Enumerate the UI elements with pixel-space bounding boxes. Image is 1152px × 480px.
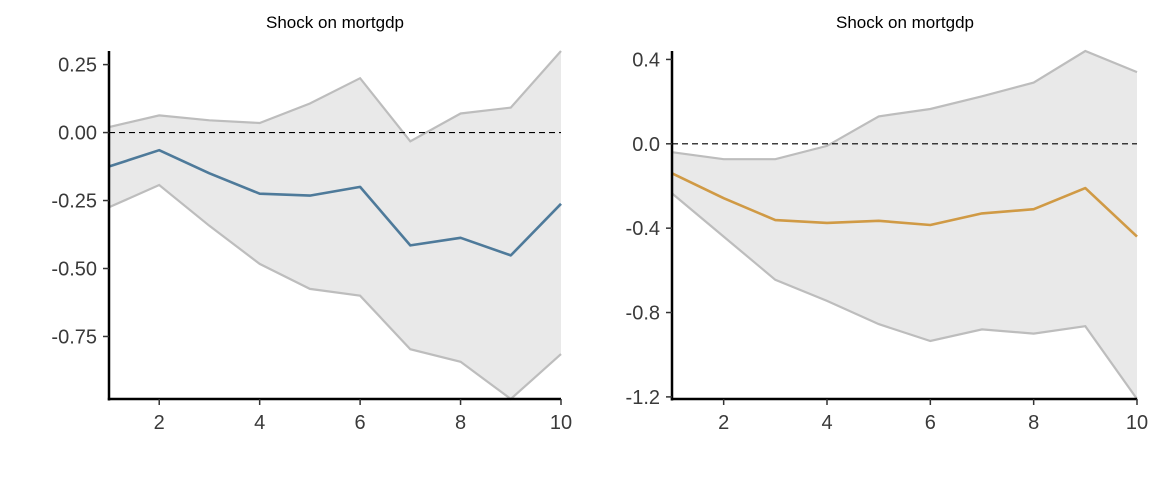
x-tick-label: 4 — [821, 412, 832, 434]
y-tick-label: 0.25 — [58, 55, 97, 77]
y-tick-label: -0.4 — [626, 218, 660, 240]
x-tick-label: 6 — [925, 412, 936, 434]
x-tick-label: 4 — [254, 412, 265, 434]
confidence-band — [672, 51, 1137, 399]
x-tick-label: 8 — [1028, 412, 1039, 434]
y-tick-label: 0.0 — [632, 134, 660, 156]
x-tick-label: 2 — [718, 412, 729, 434]
confidence-band — [109, 51, 561, 399]
lower-bound-line — [671, 192, 1138, 400]
panel-title: Shock on mortgdp — [266, 13, 404, 32]
x-tick-label: 6 — [355, 412, 366, 434]
y-tick-label: -0.8 — [626, 303, 660, 325]
y-tick-label: -0.25 — [51, 191, 97, 213]
panel-2: 0.4 0.0 -0.4 -0.8 -1.2 2 4 6 8 10 Shock on mortgdp — [626, 13, 1149, 434]
x-tick-label: 10 — [550, 412, 572, 434]
impulse-response-line — [108, 148, 562, 257]
panel-title: Shock on mortgdp — [836, 13, 974, 32]
y-tick-label: 0.00 — [58, 123, 97, 145]
impulse-response-line — [671, 172, 1138, 238]
y-tick-label: -1.2 — [626, 387, 660, 409]
upper-bound-line — [671, 49, 1138, 161]
x-tick-label: 8 — [455, 412, 466, 434]
upper-bound-line — [108, 50, 562, 143]
y-tick-label: -0.75 — [51, 326, 97, 348]
x-tick-label: 2 — [154, 412, 165, 434]
x-tick-label: 10 — [1126, 412, 1148, 434]
panel-1: 0.25 0.00 -0.25 -0.50 -0.75 2 4 6 8 10 Shock on mo… — [51, 13, 572, 434]
y-tick-label: -0.50 — [51, 259, 97, 281]
lower-bound-line — [108, 183, 562, 401]
y-tick-label: 0.4 — [632, 49, 660, 71]
